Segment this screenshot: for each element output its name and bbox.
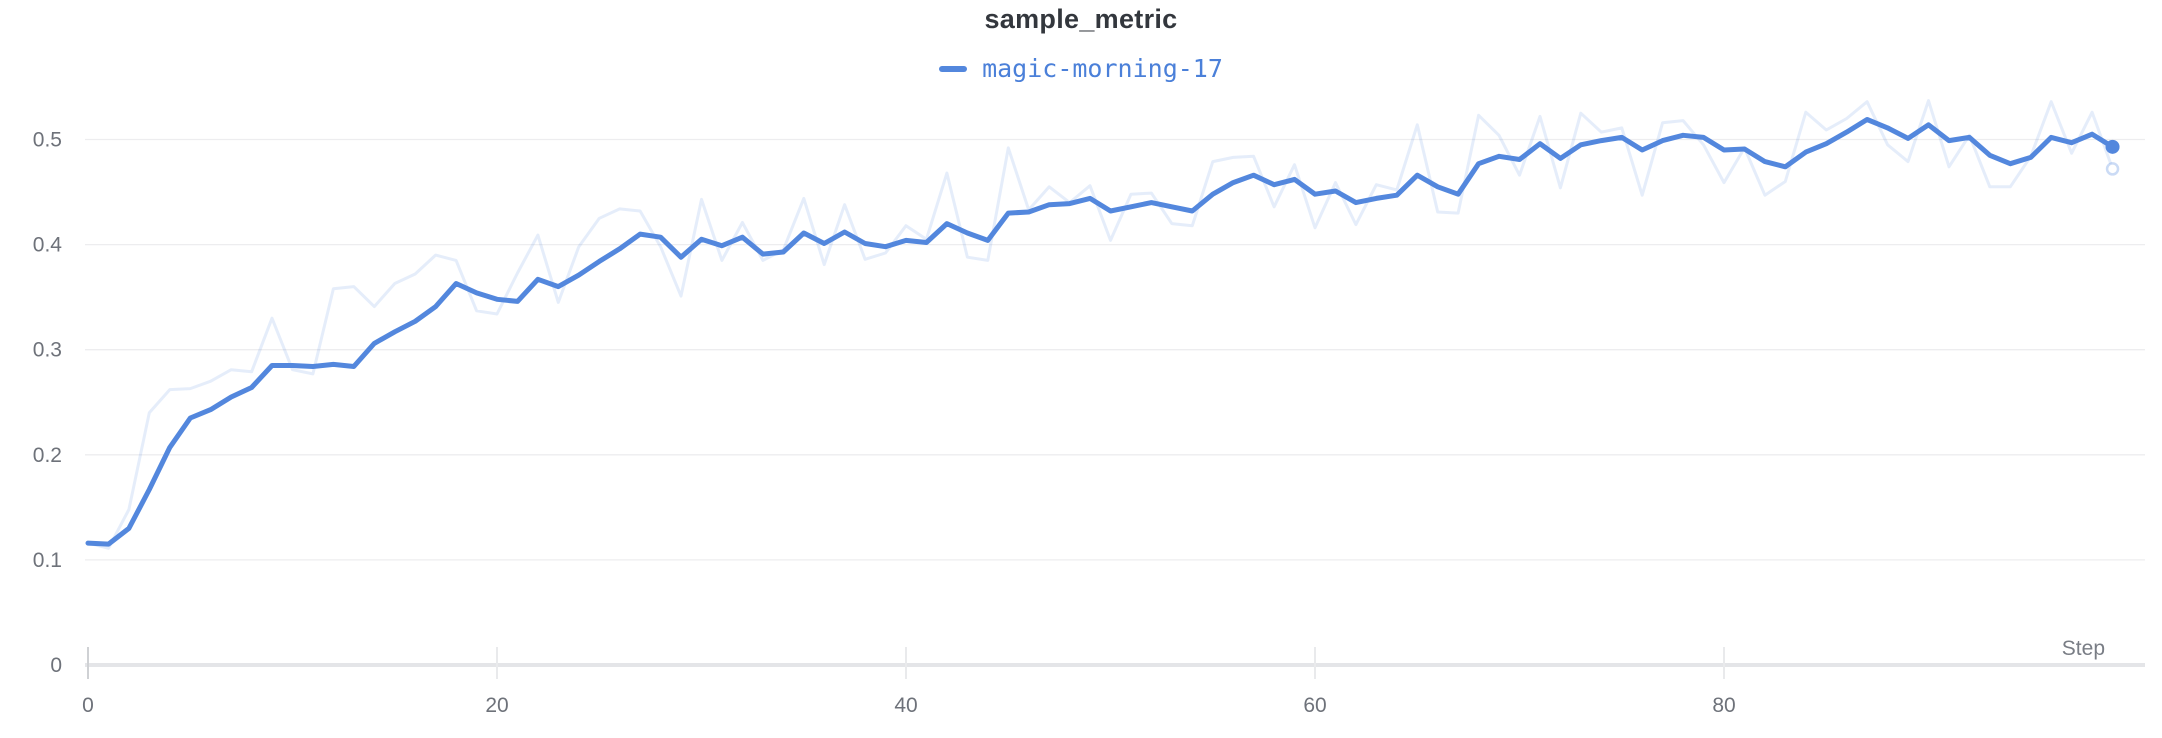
y-tick-label: 0.4 — [33, 234, 63, 257]
x-tick-label: 0 — [82, 694, 94, 717]
raw-line-end-marker — [2105, 162, 2120, 176]
legend: magic-morning-17 — [0, 56, 2162, 81]
y-tick-label: 0.1 — [33, 549, 62, 572]
smoothed-metric-line — [85, 117, 2116, 547]
x-axis-title: Step — [2061, 637, 2105, 660]
x-tick-label: 60 — [1303, 694, 1326, 717]
raw-metric-line — [86, 99, 2115, 550]
smoothed-line-end-marker[interactable] — [2105, 139, 2120, 154]
chart-title: sample_metric — [984, 4, 1178, 34]
y-tick-label: 0.2 — [33, 444, 62, 467]
legend-run-name: magic-morning-17 — [982, 54, 1223, 83]
x-tick-label: 40 — [894, 694, 917, 717]
y-tick-label: 0.5 — [33, 129, 62, 152]
x-tick-label: 20 — [485, 694, 508, 717]
x-tick-label: 80 — [1712, 694, 1735, 717]
legend-item-run[interactable]: magic-morning-17 — [939, 56, 1223, 81]
legend-color-swatch — [939, 65, 968, 72]
y-tick-label: 0.3 — [33, 339, 62, 362]
y-tick-label: 0 — [50, 654, 62, 677]
